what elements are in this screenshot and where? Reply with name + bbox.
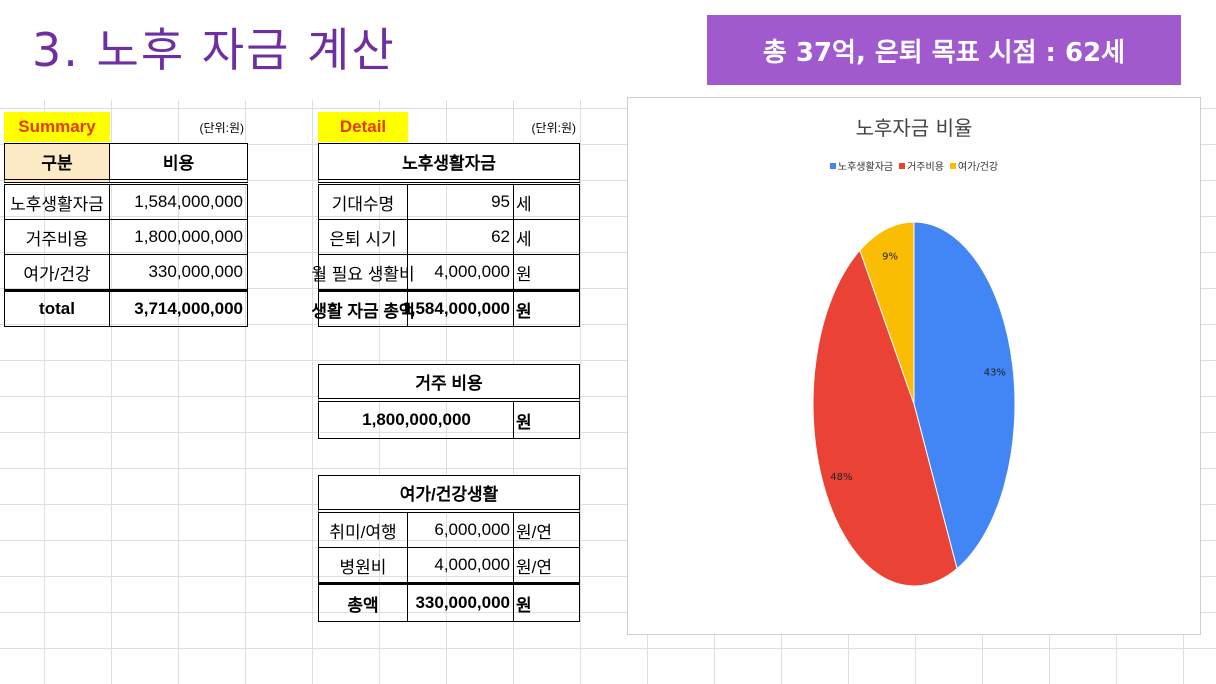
summary-tag: Summary: [4, 112, 110, 142]
summary-row-label[interactable]: 여가/건강: [4, 254, 110, 290]
summary-total-label[interactable]: total: [4, 289, 110, 327]
housing-cost-unit[interactable]: 원: [513, 401, 580, 439]
detail-tag: Detail: [318, 112, 408, 142]
pie-data-label: 9%: [882, 251, 898, 262]
living-row-unit[interactable]: 세: [513, 219, 580, 255]
chart-title: 노후자금 비율: [855, 116, 973, 140]
summary-row-value[interactable]: 330,000,000: [109, 254, 248, 290]
living-fund-header[interactable]: 노후생활자금: [318, 143, 580, 183]
summary-row-value[interactable]: 1,800,000,000: [109, 219, 248, 255]
living-row-unit[interactable]: 원: [513, 254, 580, 290]
living-row-value[interactable]: 4,000,000: [408, 254, 514, 290]
leisure-total-value[interactable]: 330,000,000: [408, 582, 514, 622]
leisure-health-header[interactable]: 여가/건강생활: [318, 475, 580, 513]
pie-data-label: 43%: [984, 367, 1006, 378]
legend-swatch-icon: [949, 162, 956, 169]
pie-data-label: 48%: [830, 472, 852, 483]
leisure-total-label[interactable]: 총액: [318, 582, 408, 622]
legend-swatch-icon: [829, 162, 836, 169]
goal-banner: 총 37억, 은퇴 목표 시점 : 62세: [707, 15, 1181, 85]
pie-slice[interactable]: [859, 221, 915, 405]
legend-item: 거주비용: [899, 158, 944, 173]
detail-unit-note: (단위:원): [531, 120, 576, 135]
living-total-label[interactable]: 생활 자금 총액: [311, 289, 415, 327]
leisure-row-label[interactable]: 병원비: [318, 547, 408, 583]
living-row-unit[interactable]: 세: [513, 184, 580, 220]
legend-label: 노후생활자금: [837, 162, 894, 173]
summary-header-cost[interactable]: 비용: [109, 143, 248, 183]
living-row-label[interactable]: 기대수명: [318, 184, 408, 220]
living-total-value[interactable]: 1,584,000,000: [401, 289, 514, 327]
pie-slice[interactable]: [812, 249, 958, 587]
living-row-value[interactable]: 62: [408, 219, 514, 255]
leisure-row-label[interactable]: 취미/여행: [318, 512, 408, 548]
legend-label: 여가/건강: [957, 162, 999, 173]
leisure-row-value[interactable]: 6,000,000: [408, 512, 514, 548]
leisure-row-unit[interactable]: 원/연: [513, 547, 580, 583]
housing-cost-header[interactable]: 거주 비용: [318, 364, 580, 402]
chart-legend: 노후생활자금 거주비용 여가/건강: [628, 158, 1200, 173]
pie-chart-svg: 43% 48% 9%: [812, 221, 1016, 587]
pie-chart[interactable]: 노후자금 비율 노후생활자금 거주비용 여가/건강 43% 48% 9%: [627, 97, 1201, 635]
pie-slice[interactable]: [913, 221, 1016, 570]
living-row-value[interactable]: 95: [408, 184, 514, 220]
housing-cost-value[interactable]: 1,800,000,000: [318, 401, 514, 439]
summary-header-category[interactable]: 구분: [4, 143, 110, 183]
summary-row-label[interactable]: 거주비용: [4, 219, 110, 255]
legend-swatch-icon: [899, 162, 906, 169]
living-total-unit[interactable]: 원: [513, 289, 580, 327]
leisure-total-unit[interactable]: 원: [513, 582, 580, 622]
legend-item: 여가/건강: [949, 158, 999, 173]
leisure-row-value[interactable]: 4,000,000: [408, 547, 514, 583]
legend-label: 거주비용: [907, 162, 944, 173]
summary-row-label[interactable]: 노후생활자금: [4, 184, 110, 220]
living-row-label[interactable]: 월 필요 생활비: [311, 254, 415, 290]
summary-row-value[interactable]: 1,584,000,000: [109, 184, 248, 220]
leisure-row-unit[interactable]: 원/연: [513, 512, 580, 548]
summary-total-value[interactable]: 3,714,000,000: [109, 289, 248, 327]
legend-item: 노후생활자금: [829, 158, 894, 173]
living-row-label[interactable]: 은퇴 시기: [318, 219, 408, 255]
slide-title: 3. 노후 자금 계산: [32, 23, 396, 77]
summary-unit-note: (단위:원): [199, 120, 244, 135]
